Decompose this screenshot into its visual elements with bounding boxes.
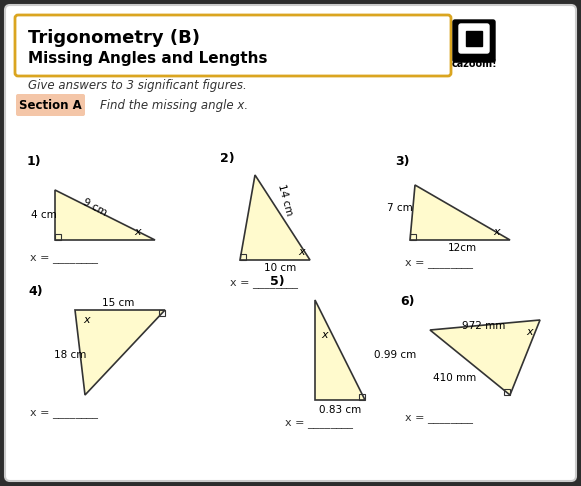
Text: cazoom!: cazoom! bbox=[451, 59, 497, 69]
Text: 10 cm: 10 cm bbox=[264, 263, 296, 273]
Polygon shape bbox=[410, 185, 510, 240]
Text: x: x bbox=[135, 227, 141, 237]
Text: 0.83 cm: 0.83 cm bbox=[319, 405, 361, 415]
Text: x = ________: x = ________ bbox=[30, 253, 98, 263]
Text: x = ________: x = ________ bbox=[30, 408, 98, 418]
Text: 15 cm: 15 cm bbox=[102, 298, 134, 308]
Polygon shape bbox=[55, 190, 155, 240]
Text: 972 mm: 972 mm bbox=[462, 321, 505, 331]
Text: Find the missing angle x.: Find the missing angle x. bbox=[100, 99, 248, 111]
Text: x: x bbox=[322, 330, 328, 340]
Text: 4 cm: 4 cm bbox=[31, 210, 57, 220]
FancyBboxPatch shape bbox=[453, 20, 495, 62]
Text: 0.99 cm: 0.99 cm bbox=[374, 350, 416, 360]
Text: x = ________: x = ________ bbox=[285, 418, 353, 428]
Text: 12cm: 12cm bbox=[447, 243, 476, 253]
Polygon shape bbox=[430, 320, 540, 395]
Text: Missing Angles and Lengths: Missing Angles and Lengths bbox=[28, 51, 267, 66]
Text: 2): 2) bbox=[220, 152, 235, 165]
Text: 14 cm: 14 cm bbox=[276, 183, 294, 217]
Text: x = ________: x = ________ bbox=[230, 278, 298, 288]
FancyBboxPatch shape bbox=[16, 94, 85, 116]
Polygon shape bbox=[240, 175, 310, 260]
Text: 6): 6) bbox=[400, 295, 414, 308]
FancyBboxPatch shape bbox=[459, 24, 489, 53]
Text: 5): 5) bbox=[270, 275, 285, 288]
Text: x = ________: x = ________ bbox=[405, 258, 473, 268]
Polygon shape bbox=[75, 310, 165, 395]
Text: x = ________: x = ________ bbox=[405, 413, 473, 423]
Text: x: x bbox=[299, 247, 305, 257]
Text: 410 mm: 410 mm bbox=[433, 373, 476, 383]
Text: Give answers to 3 significant figures.: Give answers to 3 significant figures. bbox=[28, 80, 247, 92]
Text: Section A: Section A bbox=[19, 99, 81, 111]
FancyBboxPatch shape bbox=[466, 31, 482, 46]
Text: Trigonometry (B): Trigonometry (B) bbox=[28, 29, 200, 47]
FancyBboxPatch shape bbox=[5, 5, 576, 481]
Text: x: x bbox=[494, 227, 500, 237]
Text: x: x bbox=[84, 315, 90, 325]
Text: 9 cm: 9 cm bbox=[81, 196, 109, 217]
Text: x: x bbox=[527, 327, 533, 337]
Polygon shape bbox=[315, 300, 365, 400]
Text: 3): 3) bbox=[395, 155, 410, 168]
Text: 1): 1) bbox=[27, 155, 42, 168]
Text: 4): 4) bbox=[28, 285, 42, 298]
Text: 7 cm: 7 cm bbox=[387, 203, 413, 213]
Text: 18 cm: 18 cm bbox=[54, 350, 86, 360]
FancyBboxPatch shape bbox=[15, 15, 451, 76]
